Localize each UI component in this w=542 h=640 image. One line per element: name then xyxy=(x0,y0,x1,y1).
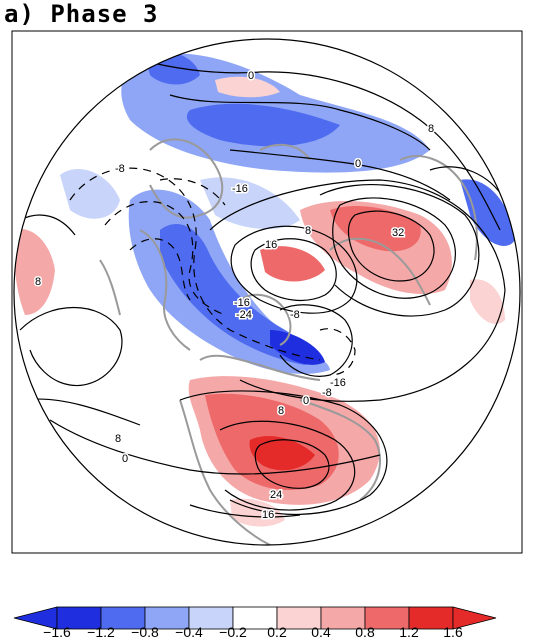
contour-label: 0 xyxy=(303,395,309,407)
colorbar-tick-label: 0.2 xyxy=(267,624,287,640)
contour-label: 16 xyxy=(262,509,274,521)
contour-label: 8 xyxy=(428,123,434,135)
contour-8-na xyxy=(179,390,388,516)
contour-16-arctic xyxy=(230,225,358,314)
contour-label: -16 xyxy=(330,377,346,389)
contour-24-europe xyxy=(332,197,456,299)
contour-label: 0 xyxy=(248,70,254,82)
shade-central-blue-mid xyxy=(160,224,313,365)
contour-label: 0 xyxy=(122,453,128,465)
contour-0-mid xyxy=(229,149,451,201)
colorbar: −1.6 −1.2 −0.8 −0.4 −0.2 0.2 0.4 0.8 1.2 1.6 xyxy=(13,606,497,640)
shade-arctic-light-blue xyxy=(200,177,300,230)
contour-label: -16 xyxy=(234,297,250,309)
contour-labels: 0 8 -8 -16 0 16 8 32 8 -16 -24 -8 -16 -8… xyxy=(34,69,436,523)
contour-8-west xyxy=(19,306,123,387)
contour-24-na xyxy=(254,439,330,489)
colorbar-tick-label: −0.2 xyxy=(219,624,247,640)
contour-neg24 xyxy=(129,238,191,301)
contour-24-arctic xyxy=(250,238,337,301)
contour-label: -8 xyxy=(115,163,125,175)
globe-boundary xyxy=(13,38,521,546)
shade-atlantic-red xyxy=(215,76,280,98)
shade-north-pacific-blue-core xyxy=(186,103,340,147)
shade-arctic-red xyxy=(260,246,325,282)
contour-label: 8 xyxy=(305,225,311,237)
coastlines xyxy=(99,138,478,545)
contour-label: 8 xyxy=(278,405,284,417)
contour-label: 8 xyxy=(35,276,41,288)
contour-label: 24 xyxy=(270,489,282,501)
shade-right-red xyxy=(470,279,505,324)
contour-label: 32 xyxy=(392,227,404,239)
contour-32-europe xyxy=(348,210,435,282)
contour-16-south xyxy=(189,504,301,518)
shade-left-red xyxy=(14,229,55,315)
colorbar-tick-label: 1.6 xyxy=(443,624,463,640)
contour-label: -16 xyxy=(232,183,248,195)
contour-label: 8 xyxy=(115,433,121,445)
contour-label: 0 xyxy=(355,158,361,170)
panel-title: a) Phase 3 xyxy=(4,0,159,28)
shade-right-blue xyxy=(460,179,515,246)
contour-0-north xyxy=(139,59,501,231)
contour-8-north xyxy=(169,94,431,151)
contour-neg8-outer xyxy=(69,167,321,361)
contour-label: -8 xyxy=(290,309,300,321)
colorbar-tick-label: −0.4 xyxy=(175,624,203,640)
contour-neg16-1 xyxy=(104,201,226,316)
colorbar-tick-label: 0.4 xyxy=(311,624,331,640)
contour-16-europe xyxy=(319,184,480,317)
contour-0-south xyxy=(49,419,381,475)
contour-neg16-center xyxy=(319,328,356,376)
shade-north-america-red-core xyxy=(249,435,315,471)
contour-8-outer xyxy=(209,179,506,402)
contours xyxy=(19,59,506,518)
contour-neg8-center xyxy=(279,304,353,377)
colorbar-tick-label: 1.2 xyxy=(399,624,419,640)
contour-neg16-2 xyxy=(159,178,226,206)
colorbar-tick-label: −1.2 xyxy=(87,624,115,640)
contour-8-far-west xyxy=(24,398,141,426)
colorbar-boxes xyxy=(56,606,454,630)
contour-label: 16 xyxy=(265,239,277,251)
colorbar-tick-label: −1.6 xyxy=(43,624,71,640)
shade-central-blue-core xyxy=(270,330,325,365)
colorbar-tick-label: −0.8 xyxy=(131,624,159,640)
shade-left-blue xyxy=(60,169,120,219)
shading-layer xyxy=(14,51,515,545)
contour-label: -24 xyxy=(236,309,252,321)
contour-label: -8 xyxy=(322,387,332,399)
colorbar-tick-labels: −1.6 −1.2 −0.8 −0.4 −0.2 0.2 0.4 0.8 1.2 1.6 xyxy=(43,624,463,640)
colorbar-high-arrow xyxy=(452,606,497,630)
colorbar-tick-label: 0.8 xyxy=(355,624,375,640)
map-frame xyxy=(11,30,523,554)
contour-16-na xyxy=(219,420,356,511)
